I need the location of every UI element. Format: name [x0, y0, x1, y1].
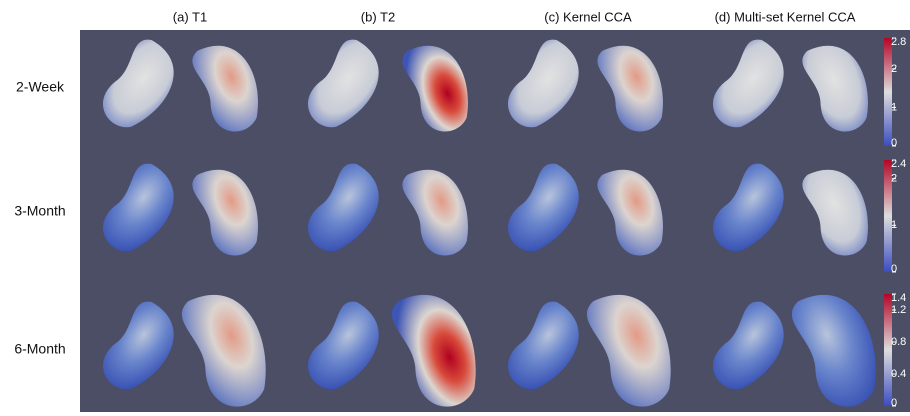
- row-label: 3-Month: [14, 203, 65, 219]
- colorbar-tick-label: 0: [891, 137, 897, 149]
- figure: (a) T1 (b) T2 (c) Kernel CCA (d) Multi-s…: [0, 0, 910, 416]
- column-header: (c) Kernel CCA: [544, 9, 632, 24]
- colorbar-tick-label: 1: [891, 101, 897, 113]
- colorbar-tick-label: 1.2: [891, 304, 906, 316]
- colorbar-tick-label: 1: [891, 219, 897, 231]
- colorbar-tick-label: 0: [891, 397, 897, 409]
- row-label: 6-Month: [14, 341, 65, 357]
- colorbar-tick-label: 0.4: [891, 368, 906, 380]
- row-label: 2-Week: [16, 79, 65, 95]
- column-header: (a) T1: [173, 9, 207, 24]
- colorbar-tick-label: 2.8: [891, 36, 906, 48]
- column-header: (b) T2: [361, 9, 395, 24]
- colorbar-tick-label: 2.4: [891, 158, 906, 170]
- column-header: (d) Multi-set Kernel CCA: [715, 9, 856, 24]
- colorbar-tick-label: 2: [891, 63, 897, 75]
- colorbar-tick-label: 2: [891, 173, 897, 185]
- colorbar: [884, 38, 892, 146]
- colorbar-tick-label: 0.8: [891, 336, 906, 348]
- colorbar-tick-label: 0: [891, 263, 897, 275]
- colorbar-tick-label: 1.4: [891, 292, 906, 304]
